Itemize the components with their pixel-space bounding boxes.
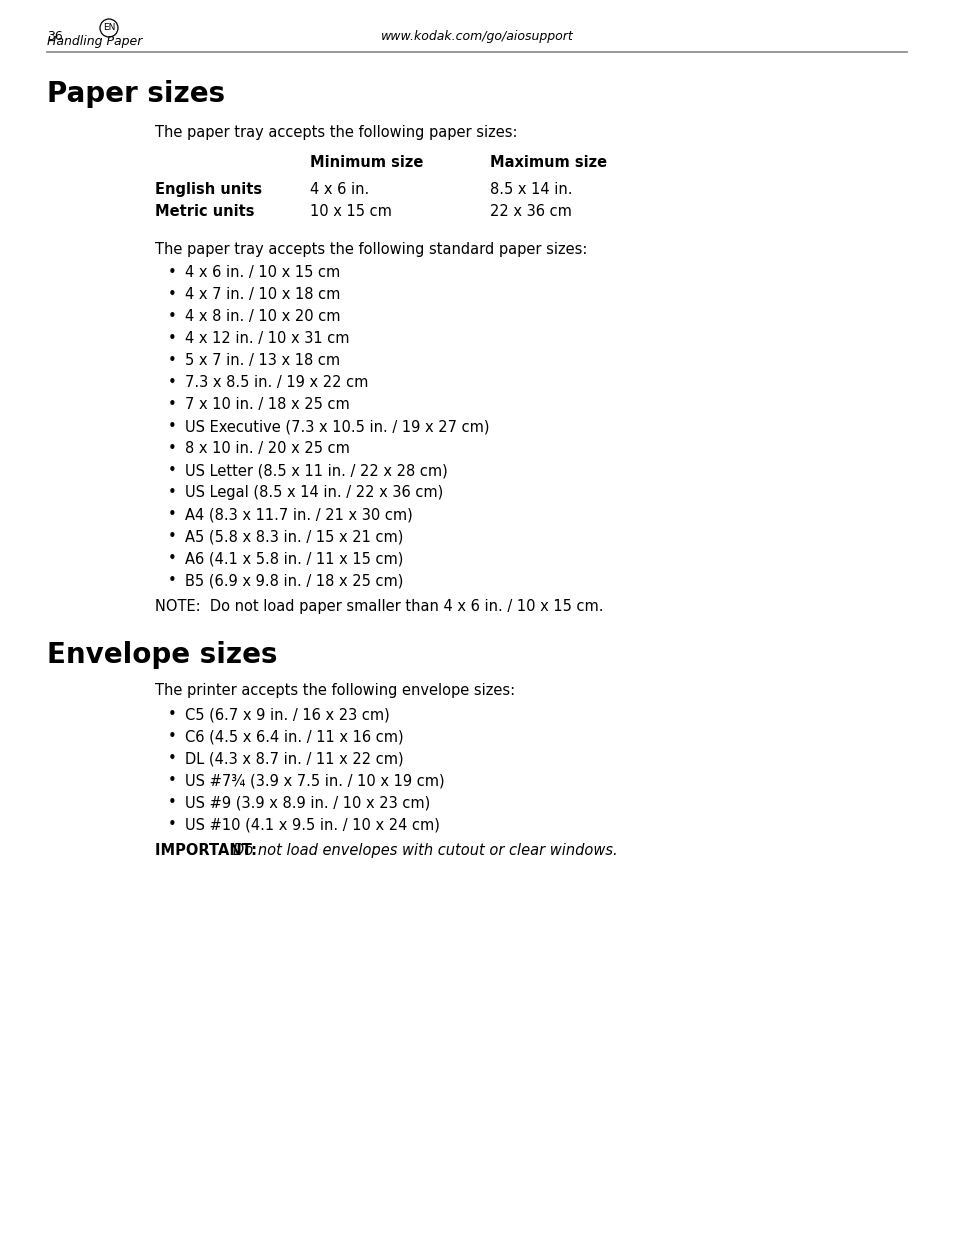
Text: Metric units: Metric units [154,204,254,219]
Text: 4 x 8 in. / 10 x 20 cm: 4 x 8 in. / 10 x 20 cm [185,309,340,324]
Text: •: • [168,751,176,766]
Text: The printer accepts the following envelope sizes:: The printer accepts the following envelo… [154,683,515,698]
Text: 22 x 36 cm: 22 x 36 cm [490,204,571,219]
Text: 4 x 12 in. / 10 x 31 cm: 4 x 12 in. / 10 x 31 cm [185,331,349,346]
Text: •: • [168,441,176,456]
Text: Handling Paper: Handling Paper [47,35,142,48]
Text: •: • [168,795,176,810]
Text: 8 x 10 in. / 20 x 25 cm: 8 x 10 in. / 20 x 25 cm [185,441,350,456]
Text: 36: 36 [47,30,63,43]
Text: 10 x 15 cm: 10 x 15 cm [310,204,392,219]
Text: US Executive (7.3 x 10.5 in. / 19 x 27 cm): US Executive (7.3 x 10.5 in. / 19 x 27 c… [185,419,489,433]
Text: •: • [168,773,176,788]
Text: •: • [168,706,176,722]
Text: •: • [168,266,176,280]
Text: •: • [168,729,176,743]
Text: A6 (4.1 x 5.8 in. / 11 x 15 cm): A6 (4.1 x 5.8 in. / 11 x 15 cm) [185,551,403,566]
Text: •: • [168,508,176,522]
Text: Maximum size: Maximum size [490,156,606,170]
Text: •: • [168,485,176,500]
Text: US #10 (4.1 x 9.5 in. / 10 x 24 cm): US #10 (4.1 x 9.5 in. / 10 x 24 cm) [185,818,439,832]
Text: •: • [168,818,176,832]
Text: The paper tray accepts the following standard paper sizes:: The paper tray accepts the following sta… [154,242,587,257]
Text: A4 (8.3 x 11.7 in. / 21 x 30 cm): A4 (8.3 x 11.7 in. / 21 x 30 cm) [185,508,413,522]
Text: •: • [168,463,176,478]
Text: US Legal (8.5 x 14 in. / 22 x 36 cm): US Legal (8.5 x 14 in. / 22 x 36 cm) [185,485,443,500]
Text: •: • [168,375,176,390]
Text: The paper tray accepts the following paper sizes:: The paper tray accepts the following pap… [154,125,517,140]
Text: US #9 (3.9 x 8.9 in. / 10 x 23 cm): US #9 (3.9 x 8.9 in. / 10 x 23 cm) [185,795,430,810]
Text: •: • [168,331,176,346]
Text: Minimum size: Minimum size [310,156,423,170]
Text: 4 x 6 in.: 4 x 6 in. [310,182,369,198]
Text: 5 x 7 in. / 13 x 18 cm: 5 x 7 in. / 13 x 18 cm [185,353,340,368]
Text: A5 (5.8 x 8.3 in. / 15 x 21 cm): A5 (5.8 x 8.3 in. / 15 x 21 cm) [185,529,403,543]
Text: C6 (4.5 x 6.4 in. / 11 x 16 cm): C6 (4.5 x 6.4 in. / 11 x 16 cm) [185,729,403,743]
Text: •: • [168,551,176,566]
Text: IMPORTANT:: IMPORTANT: [154,844,262,858]
Text: 7 x 10 in. / 18 x 25 cm: 7 x 10 in. / 18 x 25 cm [185,396,350,412]
Text: C5 (6.7 x 9 in. / 16 x 23 cm): C5 (6.7 x 9 in. / 16 x 23 cm) [185,706,390,722]
Text: Do not load envelopes with cutout or clear windows.: Do not load envelopes with cutout or cle… [233,844,617,858]
Text: DL (4.3 x 8.7 in. / 11 x 22 cm): DL (4.3 x 8.7 in. / 11 x 22 cm) [185,751,403,766]
Text: US Letter (8.5 x 11 in. / 22 x 28 cm): US Letter (8.5 x 11 in. / 22 x 28 cm) [185,463,447,478]
Text: NOTE:  Do not load paper smaller than 4 x 6 in. / 10 x 15 cm.: NOTE: Do not load paper smaller than 4 x… [154,599,603,614]
Text: •: • [168,353,176,368]
Text: •: • [168,287,176,303]
Text: 4 x 6 in. / 10 x 15 cm: 4 x 6 in. / 10 x 15 cm [185,266,340,280]
Text: B5 (6.9 x 9.8 in. / 18 x 25 cm): B5 (6.9 x 9.8 in. / 18 x 25 cm) [185,573,403,588]
Text: 8.5 x 14 in.: 8.5 x 14 in. [490,182,572,198]
Text: •: • [168,396,176,412]
Text: •: • [168,419,176,433]
Text: www.kodak.com/go/aiosupport: www.kodak.com/go/aiosupport [380,30,573,43]
Text: Paper sizes: Paper sizes [47,80,225,107]
Text: EN: EN [103,23,115,32]
Text: •: • [168,573,176,588]
Text: English units: English units [154,182,262,198]
Text: •: • [168,529,176,543]
Text: •: • [168,309,176,324]
Text: 7.3 x 8.5 in. / 19 x 22 cm: 7.3 x 8.5 in. / 19 x 22 cm [185,375,368,390]
Text: 4 x 7 in. / 10 x 18 cm: 4 x 7 in. / 10 x 18 cm [185,287,340,303]
Text: US #7¾ (3.9 x 7.5 in. / 10 x 19 cm): US #7¾ (3.9 x 7.5 in. / 10 x 19 cm) [185,773,444,788]
Text: Envelope sizes: Envelope sizes [47,641,277,669]
